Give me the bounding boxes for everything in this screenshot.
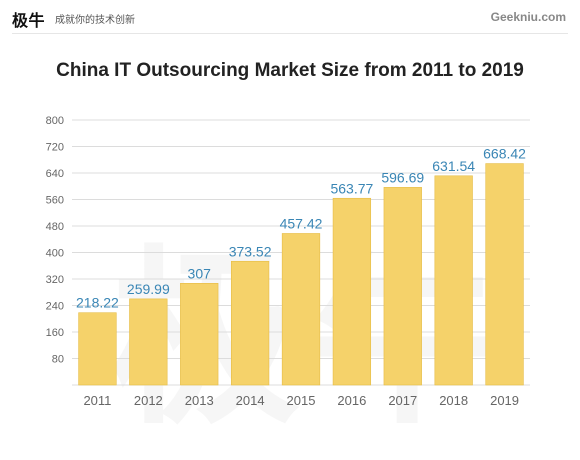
bar xyxy=(485,163,524,386)
value-label: 307 xyxy=(188,265,212,281)
y-tick-label: 400 xyxy=(46,248,64,260)
bar-chart: 80 160 240 320 400 480 560 640 720 800 218.22 2011 2… xyxy=(46,115,530,408)
bar xyxy=(78,312,117,386)
value-label: 259.99 xyxy=(127,281,170,297)
bar xyxy=(180,283,219,386)
x-tick-label: 2011 xyxy=(83,393,111,408)
bar xyxy=(434,175,473,386)
bar xyxy=(129,298,168,386)
value-label: 218.22 xyxy=(76,295,119,311)
logo[interactable]: 极牛 xyxy=(12,13,46,30)
bar xyxy=(332,197,372,386)
y-tick-label: 640 xyxy=(46,168,64,180)
bar xyxy=(230,260,270,386)
bar xyxy=(281,233,321,386)
y-tick-label: 720 xyxy=(46,142,64,154)
x-tick-label: 2018 xyxy=(439,393,468,408)
x-tick-label: 2012 xyxy=(134,393,163,408)
header: 极牛 成就你的技术创新 Geekniu.com xyxy=(0,0,580,36)
y-tick-label: 560 xyxy=(46,195,64,207)
x-tick-label: 2013 xyxy=(185,393,214,408)
value-label: 631.54 xyxy=(432,158,475,174)
value-label: 373.52 xyxy=(229,243,272,259)
x-tick-label: 2019 xyxy=(490,393,519,408)
x-tick-label: 2017 xyxy=(388,393,417,408)
value-label: 457.42 xyxy=(280,215,323,231)
header-divider xyxy=(12,33,568,34)
y-tick-label: 320 xyxy=(46,274,64,286)
slogan: 成就你的技术创新 xyxy=(55,15,135,26)
y-tick-label: 80 xyxy=(52,354,64,366)
y-tick-label: 800 xyxy=(46,115,64,127)
value-label: 668.42 xyxy=(483,146,526,162)
bar xyxy=(383,187,422,386)
x-tick-label: 2015 xyxy=(287,393,316,408)
x-tick-label: 2014 xyxy=(236,393,265,408)
y-tick-label: 480 xyxy=(46,221,64,233)
chart-title: China IT Outsourcing Market Size from 20… xyxy=(56,60,524,81)
value-label: 563.77 xyxy=(330,180,373,196)
x-tick-label: 2016 xyxy=(337,393,366,408)
value-label: 596.69 xyxy=(381,169,424,185)
y-tick-label: 160 xyxy=(46,327,64,339)
site-link[interactable]: Geekniu.com xyxy=(490,10,566,24)
y-tick-label: 240 xyxy=(46,301,64,313)
